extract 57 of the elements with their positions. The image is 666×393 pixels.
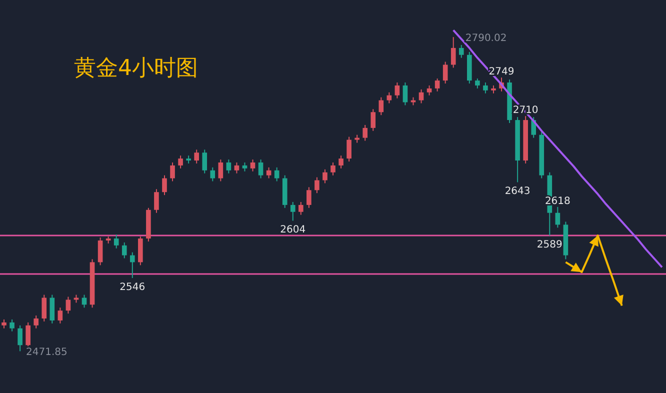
annotation: 2643 <box>504 186 530 198</box>
candlestick <box>226 159 232 174</box>
candlestick <box>50 294 55 324</box>
candlestick <box>26 322 30 349</box>
candlestick <box>450 36 456 68</box>
annotation: 2471.85 <box>26 347 68 358</box>
candlestick <box>178 155 183 169</box>
candlestick <box>210 166 216 182</box>
candlestick <box>306 186 312 208</box>
candlestick <box>426 84 432 96</box>
candlestick <box>298 201 304 216</box>
candlestick <box>162 174 167 196</box>
candlestick <box>258 159 264 179</box>
candlestick <box>154 188 159 214</box>
candlestick <box>194 149 199 164</box>
candlestick <box>170 162 175 182</box>
annotation: 2546 <box>120 282 146 294</box>
candlestick <box>370 108 376 132</box>
candlestick <box>314 176 320 194</box>
candlestick <box>362 124 368 142</box>
candlestick <box>434 78 440 92</box>
candlestick <box>18 324 22 352</box>
candlestick <box>555 206 560 228</box>
candlestick <box>442 61 448 84</box>
candlestick <box>378 96 384 116</box>
candlestick <box>114 234 119 249</box>
candlestick <box>250 159 256 172</box>
candlestick <box>234 162 240 174</box>
candlestick <box>322 168 328 184</box>
candlestick <box>122 242 127 259</box>
candlestick <box>218 159 224 182</box>
candlestick <box>266 166 272 179</box>
candlestick <box>475 78 480 89</box>
candlestick <box>418 88 424 104</box>
candlestick <box>202 149 208 174</box>
candlestick <box>346 136 352 162</box>
candlestick <box>66 296 71 314</box>
annotation: 2790.02 <box>465 33 507 44</box>
candlestick <box>58 307 63 324</box>
candlestick <box>98 237 103 266</box>
candlestick <box>402 82 408 106</box>
candlestick <box>386 92 392 104</box>
text: 黄金4小时图 <box>74 56 198 81</box>
annotation: 2589 <box>536 240 562 251</box>
candlestick <box>42 294 47 322</box>
candlestick <box>10 318 14 332</box>
candlestick <box>34 315 39 329</box>
candlestick <box>338 155 344 169</box>
candlestick <box>274 166 280 182</box>
annotation: 2604 <box>280 224 306 236</box>
candlestick <box>130 252 135 279</box>
candlestick <box>330 162 336 176</box>
candlestick <box>138 236 143 266</box>
candlestick <box>458 44 464 58</box>
candlestick <box>483 82 488 94</box>
candlestick <box>394 82 400 99</box>
candlestick <box>290 201 296 222</box>
